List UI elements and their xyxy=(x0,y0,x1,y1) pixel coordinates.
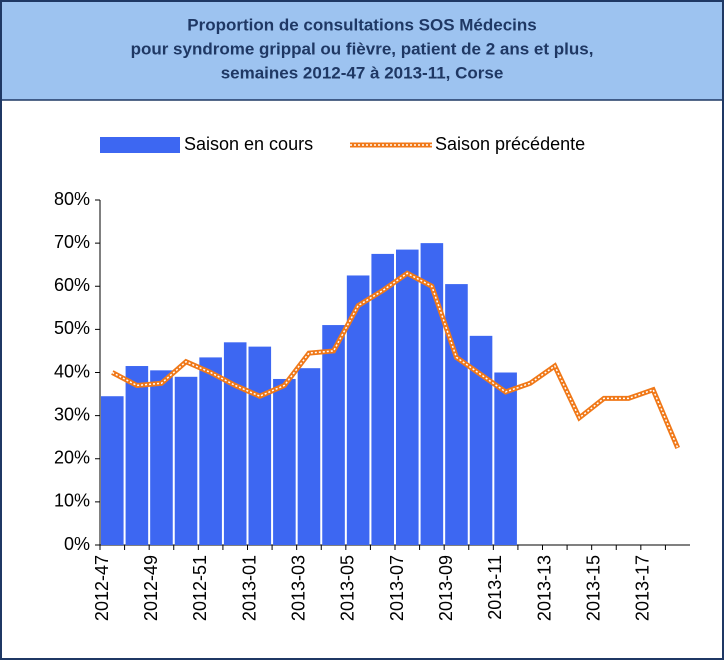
x-tick-label: 2013-07 xyxy=(387,555,407,621)
chart-title: semaines 2012-47 à 2013-11, Corse xyxy=(221,63,504,82)
x-tick-label: 2013-09 xyxy=(436,555,456,621)
y-tick-label: 40% xyxy=(54,361,90,381)
y-tick-label: 20% xyxy=(54,448,90,468)
x-tick-label: 2012-47 xyxy=(92,555,112,621)
bar xyxy=(322,325,345,545)
bar xyxy=(371,253,394,545)
y-tick-label: 10% xyxy=(54,491,90,511)
chart-title: pour syndrome grippal ou fièvre, patient… xyxy=(131,39,594,58)
x-tick-label: 2013-17 xyxy=(633,555,653,621)
y-tick-label: 0% xyxy=(64,534,90,554)
legend-label: Saison précédente xyxy=(435,134,585,154)
x-tick-label: 2013-01 xyxy=(239,555,259,621)
y-tick-label: 30% xyxy=(54,404,90,424)
bar xyxy=(223,342,247,545)
bar xyxy=(150,370,173,545)
legend-label: Saison en cours xyxy=(184,134,313,154)
bar xyxy=(420,243,444,545)
x-tick-label: 2013-13 xyxy=(534,555,554,621)
bar xyxy=(174,376,198,545)
y-tick-label: 80% xyxy=(54,189,90,209)
bar xyxy=(494,372,517,545)
bar xyxy=(248,346,272,545)
bar xyxy=(445,284,468,545)
x-tick-label: 2013-15 xyxy=(583,555,603,621)
bar xyxy=(101,396,124,545)
bar xyxy=(396,249,419,545)
bar xyxy=(273,378,296,545)
chart-title: Proportion de consultations SOS Médecins xyxy=(187,15,537,34)
y-tick-label: 50% xyxy=(54,318,90,338)
y-tick-label: 60% xyxy=(54,275,90,295)
legend-swatch xyxy=(100,137,180,153)
x-tick-label: 2012-51 xyxy=(190,555,210,621)
x-tick-label: 2013-03 xyxy=(288,555,308,621)
x-tick-label: 2013-05 xyxy=(338,555,358,621)
bar xyxy=(469,335,493,545)
bar xyxy=(346,275,370,545)
y-tick-label: 70% xyxy=(54,232,90,252)
bar xyxy=(125,366,149,545)
bar xyxy=(199,357,222,545)
title-box xyxy=(2,2,722,100)
x-tick-label: 2012-49 xyxy=(141,555,161,621)
line-series xyxy=(111,270,681,449)
x-tick-label: 2013-11 xyxy=(485,555,505,620)
bar xyxy=(297,368,321,545)
